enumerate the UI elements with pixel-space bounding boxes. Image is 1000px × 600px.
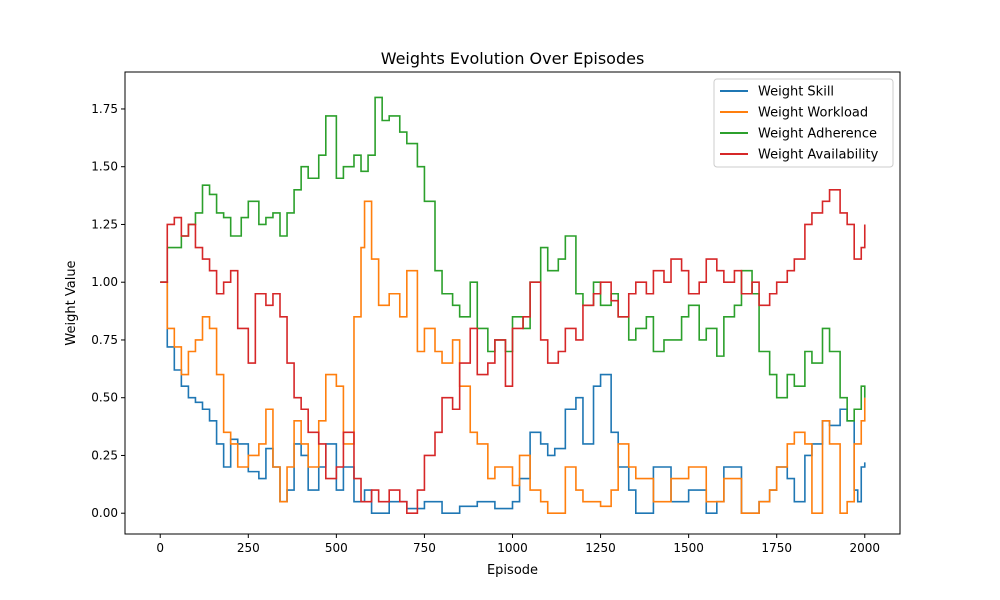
x-tick-label: 2000 [849,541,880,555]
x-tick-label: 0 [156,541,164,555]
x-tick-label: 750 [413,541,436,555]
y-tick-label: 0.75 [91,333,118,347]
x-tick-label: 250 [237,541,260,555]
legend-label: Weight Adherence [758,127,877,142]
y-tick-label: 0.25 [91,448,118,462]
y-tick-label: 1.50 [91,160,118,174]
y-tick-label: 0.00 [91,506,118,520]
y-axis: 0.00 0.25 0.50 0.75 1.00 1.25 1.50 1.75 [91,102,125,520]
x-tick-label: 1500 [673,541,704,555]
x-axis-label: Episode [487,563,538,578]
x-tick-label: 1000 [497,541,528,555]
y-tick-label: 1.25 [91,217,118,231]
legend-label: Weight Availability [758,148,879,163]
y-tick-label: 1.00 [91,275,118,289]
series-line-2 [160,200,866,515]
x-tick-label: 1250 [585,541,616,555]
y-axis-label: Weight Value [64,260,79,345]
legend-label: Weight Skill [758,85,834,100]
x-tick-label: 500 [325,541,348,555]
chart-title: Weights Evolution Over Episodes [381,49,645,68]
y-tick-label: 0.50 [91,391,118,405]
series-line-4 [160,189,866,515]
legend-box [713,78,894,168]
x-tick-label: 1750 [761,541,792,555]
legend-label: Weight Workload [758,106,868,121]
x-axis: 0 250 500 750 1000 1250 1500 1750 2000 [156,534,880,555]
series-layer [160,96,866,515]
legend: Weight Skill Weight Workload Weight Adhere… [713,78,894,168]
y-tick-label: 1.75 [91,102,118,116]
